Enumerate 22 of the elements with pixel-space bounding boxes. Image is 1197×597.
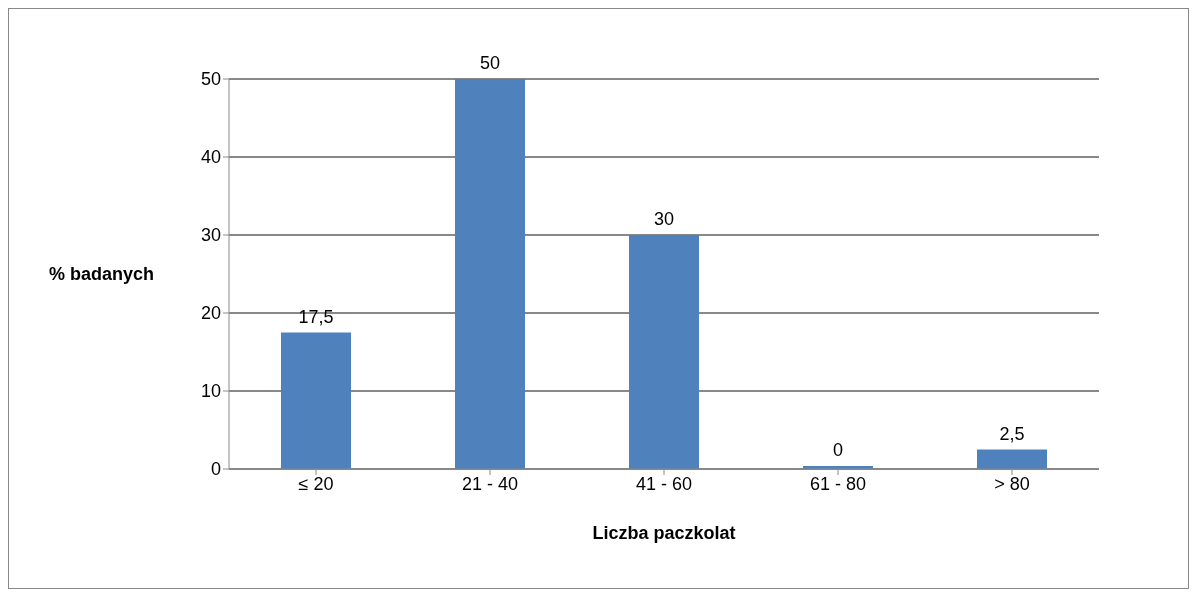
y-tick-label: 50 bbox=[200, 69, 221, 90]
data-label: 0 bbox=[832, 440, 844, 460]
data-label: 17,5 bbox=[298, 306, 334, 327]
bar bbox=[281, 332, 351, 469]
x-tick-label: 41 - 60 bbox=[635, 473, 693, 494]
y-tick-label: 10 bbox=[200, 381, 221, 402]
bar bbox=[629, 235, 699, 469]
x-tick-label: > 80 bbox=[994, 473, 1030, 494]
x-tick-label: 61 - 80 bbox=[809, 473, 867, 494]
bar bbox=[455, 79, 525, 469]
data-label: 50 bbox=[479, 53, 501, 73]
y-axis-title: % badanych bbox=[49, 264, 155, 285]
data-label: 2,5 bbox=[999, 423, 1025, 444]
x-tick-label: ≤ 20 bbox=[298, 473, 334, 494]
bar bbox=[977, 449, 1047, 469]
y-tick-label: 30 bbox=[200, 225, 221, 246]
x-tick-label: 21 - 40 bbox=[461, 473, 519, 494]
y-tick-label: 40 bbox=[200, 147, 221, 168]
y-tick-label: 0 bbox=[210, 459, 221, 480]
x-axis-title: Liczba paczkolat bbox=[592, 523, 736, 543]
y-tick-label: 20 bbox=[200, 303, 221, 324]
data-label: 30 bbox=[653, 209, 675, 229]
